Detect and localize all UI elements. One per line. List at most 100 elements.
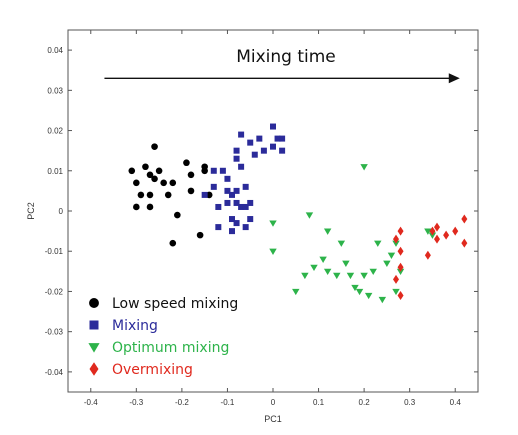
optimum-mixing-point [392,288,400,296]
plot-frame [67,29,479,393]
optimum-mixing-point [360,272,368,280]
optimum-mixing-point [292,288,300,296]
legend-label-low-speed-mixing: Low speed mixing [112,296,238,312]
optimum-mixing-point [387,252,396,259]
overmixing-point [397,262,404,272]
mixing-point [219,167,226,174]
optimum-mixing-point [355,288,364,296]
low-speed-mixing-point [151,143,158,150]
data-points [128,123,468,304]
low-speed-mixing-point [169,179,177,187]
legend-label-mixing: Mixing [112,318,158,334]
x-tick-label: 0 [271,398,276,407]
mixing-point [229,228,235,235]
low-speed-mixing-point [187,187,195,195]
optimum-mixing-point [346,272,355,280]
mixing-point [233,155,240,162]
mixing-point [242,203,249,210]
low-speed-mixing-point [169,239,177,247]
optimum-mixing-point [364,292,373,300]
optimum-mixing-point [319,256,327,263]
mixing-point [233,199,240,206]
mixing-point [210,183,217,190]
mixing-point [279,135,286,142]
mixing-point [215,203,222,210]
mixing-point [279,147,286,154]
legend-label-overmixing: Overmixing [112,362,193,378]
y-tick-label: 0.03 [47,86,63,95]
y-tick-label: 0.02 [47,127,63,136]
low-speed-mixing-point [164,191,172,199]
overmixing-point [434,222,440,232]
mixing-point [229,216,235,223]
x-tick-label: 0.2 [359,398,371,407]
mixing-point [215,224,222,231]
x-tick-label: -0.1 [221,398,235,407]
overmixing-point [443,230,450,240]
optimum-mixing-point [396,268,405,276]
overmixing-point [397,246,404,256]
overmixing-point [461,238,468,248]
optimum-mixing-point [428,232,437,239]
overmixing-point [461,214,468,224]
overmixing-point [393,234,399,244]
low-speed-mixing-point [146,191,154,199]
y-axis-label: PC2 [26,202,36,220]
optimum-mixing-point [360,164,368,171]
optimum-mixing-point [392,240,400,247]
legend-label-optimum-mixing: Optimum mixing [112,340,229,356]
low-speed-mixing-point [146,203,154,211]
y-tick-label: -0.03 [45,328,64,337]
mixing-point [242,224,249,231]
legend-marker-optimum-mixing [88,343,100,353]
mixing-point [210,167,217,174]
optimum-mixing-point [369,268,377,276]
y-tick-label: -0.02 [45,287,64,296]
optimum-mixing-point [342,260,350,268]
legend-marker-low-speed-mixing [89,298,99,308]
low-speed-mixing-point [155,167,163,175]
low-speed-mixing-point [137,191,145,199]
legend-marker-overmixing [89,362,99,376]
low-speed-mixing-point [146,171,154,179]
low-speed-mixing-point [142,163,149,171]
optimum-mixing-point [305,212,314,219]
optimum-mixing-point [351,284,359,292]
overmixing-point [452,226,459,236]
optimum-mixing-point [269,248,277,255]
overmixing-point [424,250,431,260]
x-tick-label: 0.1 [313,398,325,407]
overmixing-point [429,226,436,236]
optimum-mixing-point [337,240,346,247]
mixing-point [238,203,245,210]
optimum-mixing-point [301,272,309,280]
optimum-mixing-point [323,268,332,276]
low-speed-mixing-point [151,175,158,183]
x-tick-label: 0.3 [404,398,416,407]
optimum-mixing-point [383,260,391,268]
y-tick-label: -0.04 [45,368,64,377]
optimum-mixing-point [310,264,318,272]
legend: Low speed mixing Mixing Optimum mixing Over… [88,296,238,378]
y-tick-label: 0.01 [47,167,63,176]
optimum-mixing-point [269,220,277,227]
x-tick-label: -0.2 [175,398,189,407]
x-tick-label: -0.3 [129,398,143,407]
x-tick-label: -0.4 [84,398,98,407]
mixing-point [247,139,254,146]
x-axis-label: PC1 [264,414,282,424]
overmixing-point [434,234,440,244]
optimum-mixing-point [424,228,432,235]
low-speed-mixing-point [201,167,208,175]
overmixing-point [393,274,399,284]
mixing-point [251,151,258,158]
mixing-point [270,143,276,150]
mixing-point [233,147,240,154]
mixing-point [201,191,208,198]
y-tick-label: 0 [59,207,64,216]
mixing-point [224,199,231,206]
optimum-mixing-point [374,240,382,247]
mixing-point [256,135,263,142]
low-speed-mixing-point [183,159,190,167]
